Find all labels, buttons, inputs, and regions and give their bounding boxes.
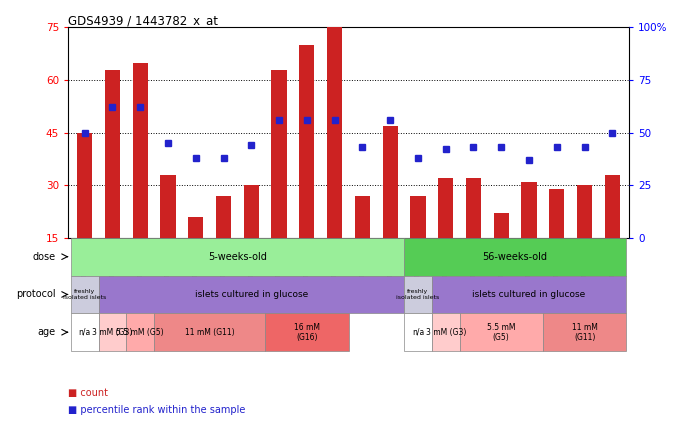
Text: 3 mM (G3): 3 mM (G3): [426, 328, 466, 337]
Bar: [77, 133, 92, 238]
Bar: [432, 276, 626, 313]
Bar: [327, 27, 342, 238]
Text: freshly
isolated islets: freshly isolated islets: [63, 289, 106, 300]
Text: dose: dose: [33, 252, 56, 262]
Bar: [71, 313, 99, 351]
Bar: [271, 69, 287, 238]
Text: protocol: protocol: [16, 289, 56, 299]
Bar: [577, 185, 592, 238]
Text: 5.5 mM (G5): 5.5 mM (G5): [116, 328, 164, 337]
Text: 11 mM (G11): 11 mM (G11): [185, 328, 235, 337]
Text: n/a: n/a: [412, 328, 424, 337]
Bar: [133, 63, 148, 238]
Bar: [243, 185, 259, 238]
Bar: [404, 276, 432, 313]
Bar: [404, 238, 626, 276]
Text: 5-weeks-old: 5-weeks-old: [208, 252, 267, 262]
Bar: [299, 45, 314, 238]
Text: GDS4939 / 1443782_x_at: GDS4939 / 1443782_x_at: [68, 14, 218, 27]
Text: 16 mM
(G16): 16 mM (G16): [294, 322, 320, 342]
Text: ■ count: ■ count: [68, 388, 108, 398]
Bar: [216, 196, 231, 238]
Bar: [432, 313, 460, 351]
Bar: [522, 182, 537, 238]
Bar: [605, 175, 620, 238]
Bar: [71, 276, 99, 313]
Text: islets cultured in glucose: islets cultured in glucose: [194, 290, 308, 299]
Bar: [99, 276, 404, 313]
Text: 5.5 mM
(G5): 5.5 mM (G5): [487, 322, 515, 342]
Bar: [99, 313, 126, 351]
Text: 56-weeks-old: 56-weeks-old: [483, 252, 547, 262]
Text: age: age: [37, 327, 56, 337]
Bar: [410, 196, 426, 238]
Bar: [160, 175, 175, 238]
Text: n/a: n/a: [78, 328, 91, 337]
Bar: [154, 313, 265, 351]
Bar: [466, 178, 481, 238]
Bar: [105, 69, 120, 238]
Bar: [355, 196, 370, 238]
Bar: [460, 313, 543, 351]
Bar: [71, 238, 404, 276]
Text: freshly
isolated islets: freshly isolated islets: [396, 289, 439, 300]
Text: 3 mM (G3): 3 mM (G3): [92, 328, 133, 337]
Bar: [265, 313, 348, 351]
Bar: [543, 313, 626, 351]
Bar: [188, 217, 203, 238]
Bar: [549, 189, 564, 238]
Bar: [494, 213, 509, 238]
Bar: [383, 126, 398, 238]
Text: islets cultured in glucose: islets cultured in glucose: [473, 290, 585, 299]
Bar: [126, 313, 154, 351]
Bar: [404, 313, 432, 351]
Text: ■ percentile rank within the sample: ■ percentile rank within the sample: [68, 405, 245, 415]
Text: 11 mM
(G11): 11 mM (G11): [572, 322, 598, 342]
Bar: [438, 178, 454, 238]
